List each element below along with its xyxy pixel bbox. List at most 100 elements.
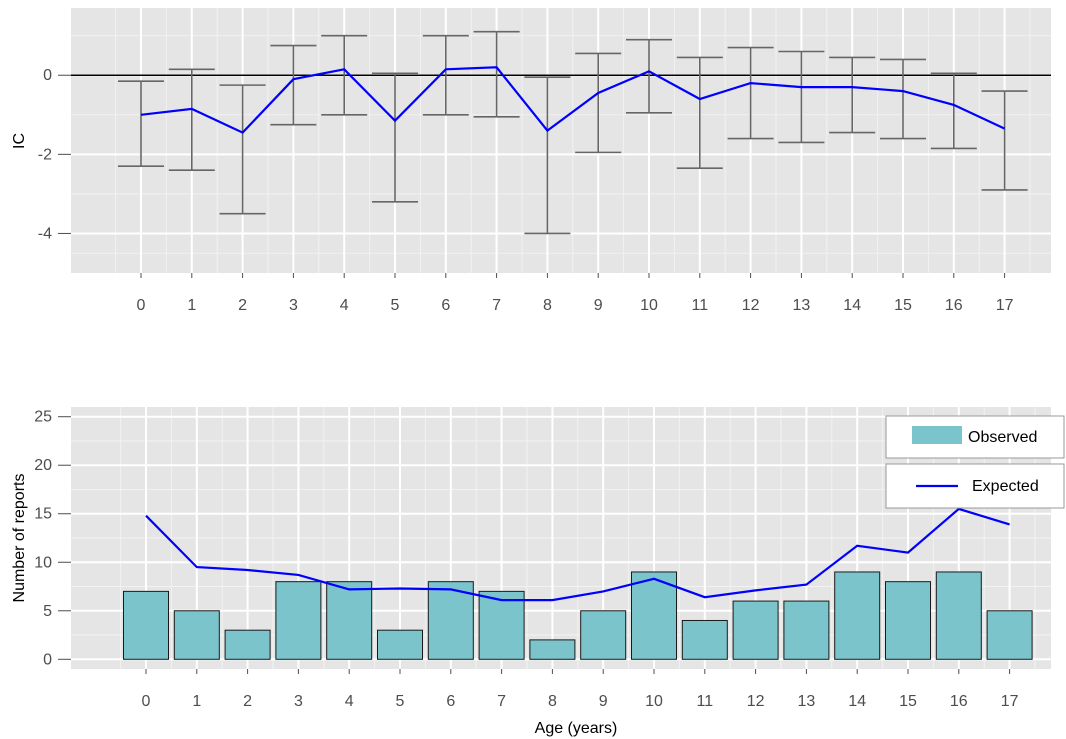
ic-errorbar — [829, 56, 876, 134]
legend-label-observed: Observed — [968, 429, 1037, 446]
ic-errorbar — [168, 68, 215, 171]
reports-x-axis-title: Age (years) — [535, 720, 618, 737]
ic-errorbar — [676, 56, 723, 169]
legend-label-expected: Expected — [972, 478, 1039, 495]
reports-x-tick-label: 8 — [548, 693, 557, 710]
observed-bar — [834, 571, 881, 660]
observed-bar — [986, 610, 1033, 660]
ic-x-tick-label: 16 — [945, 297, 963, 314]
ic-x-tick-label: 4 — [340, 297, 349, 314]
legend-box-expected — [885, 463, 1065, 509]
reports-y-tick-label: 15 — [34, 506, 52, 523]
ic-x-tick-label: 15 — [894, 297, 912, 314]
observed-bar — [732, 600, 779, 660]
ic-x-tick-labels: 0 1 2 3 4 5 6 7 8 9 10 11 12 13 14 15 16 17 — [137, 273, 1014, 314]
reports-y-tick-label: 10 — [34, 554, 52, 571]
ic-plot-background — [71, 8, 1051, 273]
reports-x-tick-label: 5 — [396, 693, 405, 710]
reports-x-tick-label: 13 — [798, 693, 816, 710]
ic-x-tick-label: 5 — [391, 297, 400, 314]
observed-bar — [224, 629, 271, 660]
ic-x-tick-label: 17 — [996, 297, 1014, 314]
legend-swatch-observed — [912, 426, 962, 444]
ic-errorbar — [422, 34, 469, 116]
ic-x-tick-label: 0 — [137, 297, 146, 314]
reports-x-tick-label: 2 — [243, 693, 252, 710]
observed-bar — [275, 581, 322, 660]
observed-bar — [631, 571, 677, 660]
reports-x-tick-label: 7 — [497, 693, 506, 710]
reports-x-tick-label: 1 — [192, 693, 201, 710]
observed-bar — [478, 590, 525, 660]
observed-bar — [529, 639, 576, 660]
ic-y-axis-title: IC — [11, 133, 28, 149]
ic-errorbar — [575, 52, 622, 154]
ic-y-tick-label: -2 — [38, 146, 52, 163]
legend-item-observed: Observed — [885, 415, 1065, 459]
reports-x-tick-label: 16 — [950, 693, 968, 710]
observed-bar — [580, 610, 627, 660]
ic-x-tick-label: 12 — [742, 297, 760, 314]
reports-y-tick-label: 20 — [34, 457, 52, 474]
legend-item-expected: Expected — [885, 463, 1065, 509]
ic-errorbar — [524, 76, 571, 235]
ic-errorbar — [219, 84, 266, 215]
observed-bar — [935, 571, 982, 660]
ic-errorbar — [118, 80, 164, 168]
ic-errorbar — [372, 72, 418, 203]
observed-bar — [681, 619, 728, 660]
observed-bar — [783, 600, 830, 660]
reports-y-tick-label: 25 — [34, 409, 52, 426]
ic-errorbar — [270, 44, 317, 126]
ic-x-tick-label: 8 — [543, 297, 552, 314]
reports-x-tick-label: 10 — [645, 693, 663, 710]
ic-x-tick-label: 6 — [441, 297, 450, 314]
reports-x-tick-label: 15 — [899, 693, 917, 710]
reports-x-tick-labels: 0 1 2 3 4 5 6 7 8 9 10 11 12 13 14 15 16 17 — [142, 669, 1019, 710]
ic-errorbar — [321, 34, 368, 116]
ic-errorbar — [778, 50, 825, 144]
reports-x-tick-label: 3 — [294, 693, 303, 710]
ic-x-tick-label: 1 — [187, 297, 196, 314]
reports-x-tick-label: 4 — [345, 693, 354, 710]
observed-bar — [377, 629, 423, 660]
reports-y-tick-label: 0 — [43, 651, 52, 668]
reports-x-tick-label: 14 — [848, 693, 866, 710]
reports-x-tick-label: 11 — [696, 693, 713, 710]
ic-series-line — [140, 66, 1006, 134]
ic-x-tick-label: 11 — [691, 297, 708, 314]
reports-x-tick-label: 17 — [1001, 693, 1019, 710]
reports-y-tick-label: 5 — [43, 603, 52, 620]
observed-bars — [123, 571, 1033, 660]
expected-series-line — [145, 507, 1010, 602]
ic-errorbar — [981, 90, 1028, 191]
observed-bar — [427, 581, 474, 660]
observed-bar — [885, 581, 931, 660]
ic-errorbar — [727, 46, 774, 140]
ic-errorbar — [930, 72, 977, 150]
reports-x-tick-label: 6 — [446, 693, 455, 710]
ic-x-tick-label: 7 — [492, 297, 501, 314]
reports-y-axis-title: Number of reports — [11, 474, 28, 603]
ic-errorbar — [880, 58, 926, 140]
ic-x-tick-label: 10 — [640, 297, 658, 314]
ic-error-bars — [118, 30, 1028, 235]
ic-chart-panel: 0-2-4 0 1 2 3 4 5 6 7 8 9 10 11 12 13 14 15 16 17 IC — [11, 8, 1051, 314]
ic-x-tick-label: 3 — [289, 297, 298, 314]
reports-x-tick-label: 12 — [747, 693, 765, 710]
ic-y-tick-label: 0 — [43, 67, 52, 84]
ic-errorbar — [473, 30, 520, 118]
reports-y-tick-labels: 0 5 10 15 20 25 — [34, 409, 71, 668]
legend: Observed Expected — [885, 415, 1065, 509]
ic-x-tick-label: 13 — [793, 297, 811, 314]
ic-x-tick-label: 9 — [594, 297, 603, 314]
ic-x-tick-label: 14 — [843, 297, 861, 314]
observed-bar — [326, 581, 373, 660]
ic-errorbar — [626, 38, 672, 114]
observed-bar — [123, 590, 169, 660]
reports-x-tick-label: 0 — [142, 693, 151, 710]
ic-y-tick-labels: 0 -2 -4 — [38, 67, 71, 242]
observed-bar — [173, 610, 220, 660]
